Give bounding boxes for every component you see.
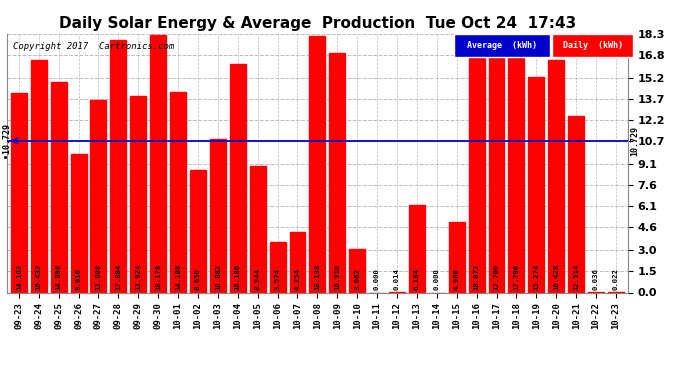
Bar xyxy=(329,53,345,292)
Text: 4.254: 4.254 xyxy=(295,268,301,290)
Bar xyxy=(270,242,286,292)
Bar xyxy=(489,42,504,292)
Bar xyxy=(70,154,86,292)
Text: 14.898: 14.898 xyxy=(56,264,61,290)
Bar xyxy=(448,222,464,292)
Text: 0.000: 0.000 xyxy=(434,268,440,290)
Bar xyxy=(568,116,584,292)
Text: 0.014: 0.014 xyxy=(394,268,400,290)
Text: 4.960: 4.960 xyxy=(454,268,460,290)
Bar xyxy=(250,166,266,292)
Text: 12.514: 12.514 xyxy=(573,264,579,290)
Text: 13.608: 13.608 xyxy=(95,264,101,290)
Text: 8.650: 8.650 xyxy=(195,268,201,290)
Text: 16.428: 16.428 xyxy=(553,264,560,290)
Text: 16.432: 16.432 xyxy=(36,264,42,290)
Bar xyxy=(110,40,126,292)
Text: 18.138: 18.138 xyxy=(315,264,320,290)
Text: Average  (kWh): Average (kWh) xyxy=(467,41,537,50)
Text: 14.188: 14.188 xyxy=(175,264,181,290)
Text: 3.574: 3.574 xyxy=(275,268,281,290)
Bar xyxy=(190,170,206,292)
Text: 10.729: 10.729 xyxy=(631,126,640,156)
Text: 13.924: 13.924 xyxy=(135,264,141,290)
Bar xyxy=(210,139,226,292)
Bar xyxy=(469,37,484,292)
Text: 17.790: 17.790 xyxy=(513,264,520,290)
Bar xyxy=(31,60,47,292)
Text: 0.036: 0.036 xyxy=(593,268,599,290)
Text: •10.729: •10.729 xyxy=(2,123,11,158)
Text: 16.910: 16.910 xyxy=(334,264,340,290)
Text: 18.072: 18.072 xyxy=(473,264,480,290)
Text: 14.102: 14.102 xyxy=(16,264,22,290)
Bar xyxy=(150,36,166,292)
Bar xyxy=(509,41,524,292)
Bar xyxy=(349,249,365,292)
FancyBboxPatch shape xyxy=(552,34,633,57)
Text: 17.700: 17.700 xyxy=(493,264,500,290)
Text: 8.944: 8.944 xyxy=(255,268,261,290)
Text: 10.882: 10.882 xyxy=(215,264,221,290)
Bar xyxy=(409,205,425,292)
Bar xyxy=(130,96,146,292)
FancyBboxPatch shape xyxy=(454,34,551,57)
Bar xyxy=(90,100,106,292)
Bar xyxy=(309,36,326,292)
Text: Daily  (kWh): Daily (kWh) xyxy=(562,41,622,50)
Text: 16.186: 16.186 xyxy=(235,264,241,290)
Bar xyxy=(11,93,27,292)
Bar xyxy=(290,232,306,292)
Bar xyxy=(50,82,67,292)
Text: 17.884: 17.884 xyxy=(115,264,121,290)
Bar xyxy=(170,92,186,292)
Text: 3.062: 3.062 xyxy=(354,268,360,290)
Bar xyxy=(529,76,544,292)
Title: Daily Solar Energy & Average  Production  Tue Oct 24  17:43: Daily Solar Energy & Average Production … xyxy=(59,16,576,31)
Text: 18.178: 18.178 xyxy=(155,264,161,290)
Text: 9.816: 9.816 xyxy=(75,268,81,290)
Text: 0.000: 0.000 xyxy=(374,268,380,290)
Text: 6.184: 6.184 xyxy=(414,268,420,290)
Bar xyxy=(549,60,564,292)
Text: 0.022: 0.022 xyxy=(613,268,619,290)
Text: 15.274: 15.274 xyxy=(533,264,540,290)
Bar xyxy=(230,64,246,292)
Text: Copyright 2017  Cartronics.com: Copyright 2017 Cartronics.com xyxy=(13,42,175,51)
